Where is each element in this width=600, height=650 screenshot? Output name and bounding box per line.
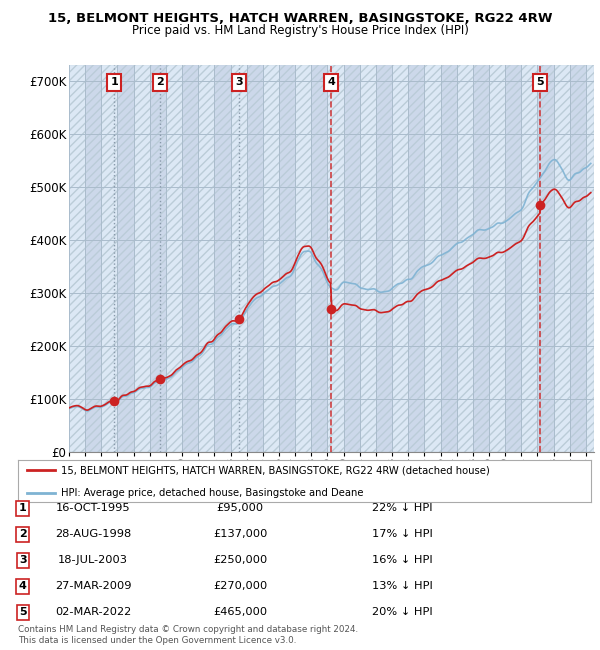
Text: 17% ↓ HPI: 17% ↓ HPI — [372, 529, 433, 539]
Text: 16% ↓ HPI: 16% ↓ HPI — [372, 555, 433, 566]
Bar — [505, 65, 521, 452]
Text: 5: 5 — [19, 607, 26, 618]
Text: 1: 1 — [19, 503, 26, 514]
Bar — [440, 65, 457, 452]
Text: 4: 4 — [327, 77, 335, 87]
Bar — [85, 65, 101, 452]
Text: 28-AUG-1998: 28-AUG-1998 — [55, 529, 131, 539]
Bar — [247, 65, 263, 452]
Text: 3: 3 — [235, 77, 243, 87]
Bar — [279, 65, 295, 452]
Text: 20% ↓ HPI: 20% ↓ HPI — [372, 607, 433, 618]
Bar — [489, 65, 505, 452]
Text: 16-OCT-1995: 16-OCT-1995 — [56, 503, 130, 514]
Text: 1: 1 — [110, 77, 118, 87]
Bar — [263, 65, 279, 452]
Text: Price paid vs. HM Land Registry's House Price Index (HPI): Price paid vs. HM Land Registry's House … — [131, 24, 469, 37]
Text: 2: 2 — [19, 529, 26, 539]
Bar — [360, 65, 376, 452]
Text: 5: 5 — [536, 77, 544, 87]
Bar — [69, 65, 85, 452]
Text: £250,000: £250,000 — [213, 555, 267, 566]
Bar — [230, 65, 247, 452]
Bar — [118, 65, 134, 452]
Text: 4: 4 — [19, 581, 27, 592]
Bar — [311, 65, 328, 452]
Text: 02-MAR-2022: 02-MAR-2022 — [55, 607, 131, 618]
Text: 15, BELMONT HEIGHTS, HATCH WARREN, BASINGSTOKE, RG22 4RW (detached house): 15, BELMONT HEIGHTS, HATCH WARREN, BASIN… — [61, 465, 490, 475]
Bar — [214, 65, 230, 452]
Bar — [538, 65, 554, 452]
Bar — [457, 65, 473, 452]
Text: 13% ↓ HPI: 13% ↓ HPI — [372, 581, 433, 592]
Bar — [376, 65, 392, 452]
Bar — [392, 65, 408, 452]
Text: 22% ↓ HPI: 22% ↓ HPI — [372, 503, 433, 514]
Text: 15, BELMONT HEIGHTS, HATCH WARREN, BASINGSTOKE, RG22 4RW: 15, BELMONT HEIGHTS, HATCH WARREN, BASIN… — [48, 12, 552, 25]
Bar — [570, 65, 586, 452]
Text: £137,000: £137,000 — [213, 529, 267, 539]
Bar — [134, 65, 150, 452]
Text: £95,000: £95,000 — [217, 503, 263, 514]
Bar — [554, 65, 570, 452]
Bar — [150, 65, 166, 452]
Bar — [344, 65, 360, 452]
Text: 18-JUL-2003: 18-JUL-2003 — [58, 555, 128, 566]
Text: 3: 3 — [19, 555, 26, 566]
Text: £465,000: £465,000 — [213, 607, 267, 618]
Text: 2: 2 — [157, 77, 164, 87]
Bar — [166, 65, 182, 452]
Bar — [198, 65, 214, 452]
Bar — [295, 65, 311, 452]
Bar — [521, 65, 538, 452]
Bar — [328, 65, 344, 452]
Bar — [182, 65, 198, 452]
Bar — [586, 65, 600, 452]
Bar — [101, 65, 118, 452]
Text: £270,000: £270,000 — [213, 581, 267, 592]
Text: 27-MAR-2009: 27-MAR-2009 — [55, 581, 131, 592]
Bar — [473, 65, 489, 452]
Text: Contains HM Land Registry data © Crown copyright and database right 2024.
This d: Contains HM Land Registry data © Crown c… — [18, 625, 358, 645]
Bar — [408, 65, 424, 452]
Bar — [424, 65, 440, 452]
Text: HPI: Average price, detached house, Basingstoke and Deane: HPI: Average price, detached house, Basi… — [61, 488, 364, 497]
